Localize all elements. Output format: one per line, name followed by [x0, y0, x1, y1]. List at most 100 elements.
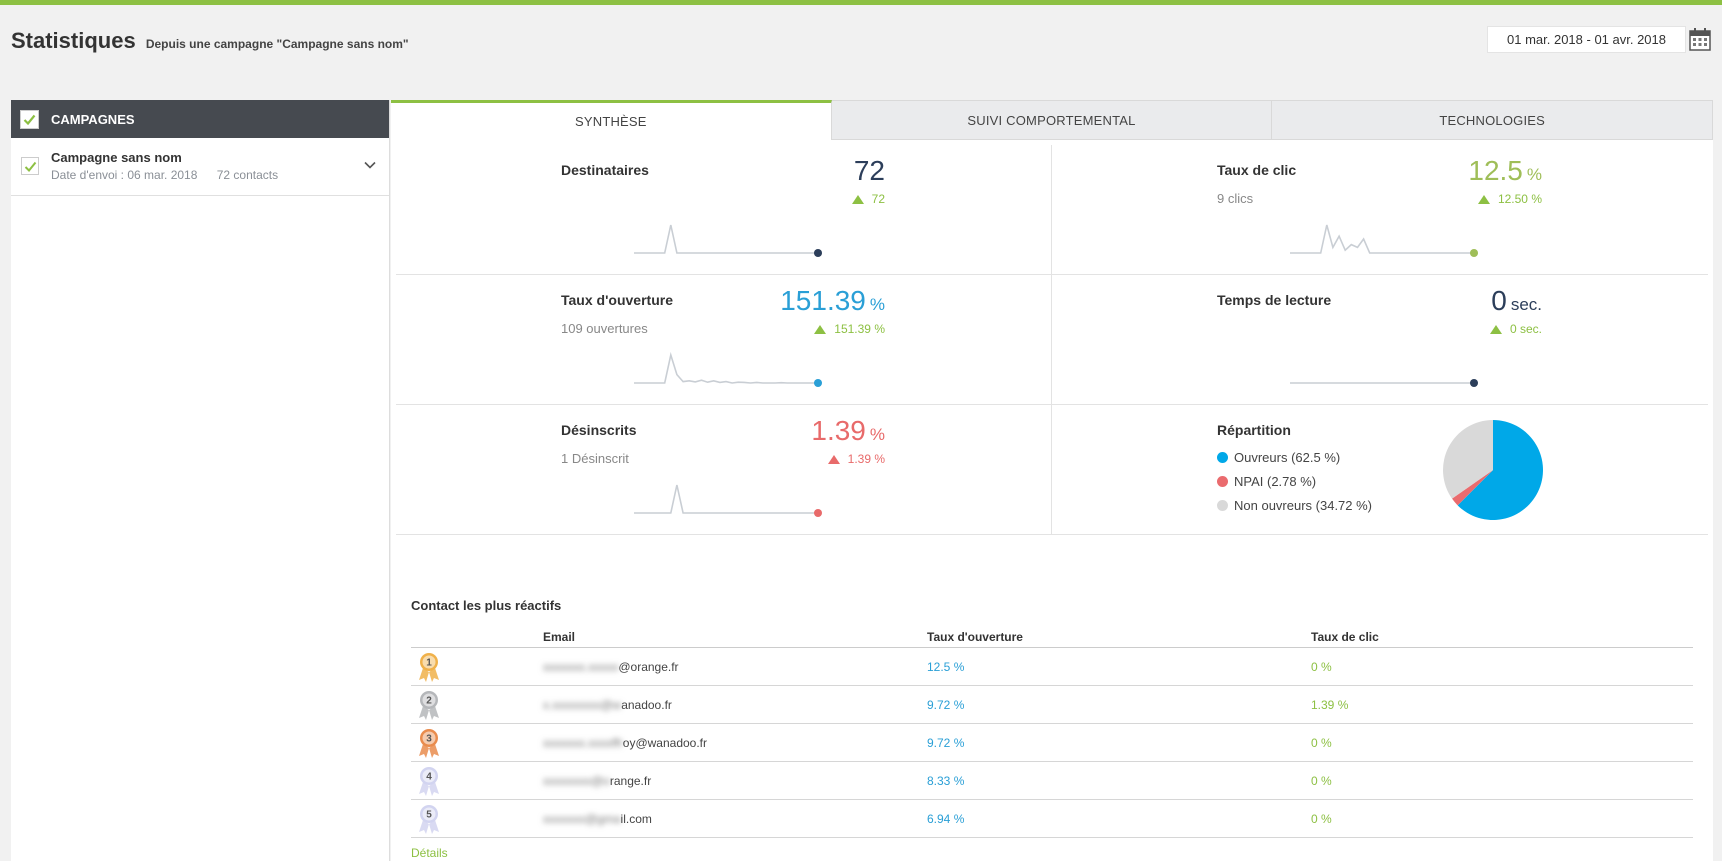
tab-synthese[interactable]: SYNTHÈSE — [391, 100, 832, 140]
table-header: Email Taux d'ouverture Taux de clic — [411, 626, 1693, 648]
rank-medal-icon: 1 — [419, 653, 439, 682]
metric-unit: % — [869, 295, 885, 314]
table-row: 2 x.xxxxxxxx@wanadoo.fr 9.72 % 1.39 % — [411, 686, 1693, 724]
metric-delta: 72 — [851, 192, 885, 206]
medal-rank: 2 — [426, 696, 432, 707]
metric-unit: % — [869, 425, 885, 444]
contact-email: xxxxxxx@gmail.com — [543, 812, 652, 826]
sparkline-line — [634, 484, 818, 514]
sparkline-end-dot — [814, 509, 822, 517]
campaign-meta: Date d'envoi : 06 mar. 2018 72 contacts — [51, 168, 278, 182]
sidebar-item-campaign[interactable]: Campagne sans nom Date d'envoi : 06 mar.… — [11, 138, 389, 196]
tab-suivi-comportemental[interactable]: SUIVI COMPORTEMENTAL — [831, 100, 1273, 140]
medal-rank: 1 — [426, 658, 432, 669]
medal-rank: 5 — [426, 810, 432, 821]
main-panel: SYNTHÈSE SUIVI COMPORTEMENTAL TECHNOLOGI… — [391, 100, 1714, 861]
triangle-up-icon — [1477, 195, 1490, 204]
table-row: 1 xxxxxxx.xxxxx@orange.fr 12.5 % 0 % — [411, 648, 1693, 686]
metric-unit: sec. — [1510, 295, 1542, 314]
metric-label: Taux de clic — [1217, 162, 1297, 178]
sparkline-destinataires — [634, 224, 822, 257]
date-range-input[interactable]: 01 mar. 2018 - 01 avr. 2018 — [1487, 26, 1686, 53]
top-contacts-table: Email Taux d'ouverture Taux de clic 1 xxx… — [411, 626, 1693, 838]
rank-medal-icon: 4 — [419, 767, 439, 796]
metric-sub: 9 clics — [1217, 191, 1254, 206]
table-row: 5 xxxxxxx@gmail.com 6.94 % 0 % — [411, 800, 1693, 838]
medal-rank: 4 — [426, 772, 432, 783]
details-link[interactable]: Détails — [411, 846, 448, 860]
column-header-click-rate: Taux de clic — [1311, 630, 1379, 644]
sidebar-header-label: CAMPAGNES — [51, 111, 135, 127]
contact-email: xxxxxxxx@orange.fr — [543, 774, 651, 788]
contact-email: xxxxxxx.xxxxx@orange.fr — [543, 660, 679, 674]
legend-dot — [1217, 451, 1228, 463]
metric-delta-value: 1.39 % — [847, 452, 885, 466]
email-visible: @orange.fr — [618, 660, 679, 674]
medal-rank: 3 — [426, 734, 432, 745]
sparkline-line — [634, 224, 818, 254]
metric-delta-value: 0 sec. — [1509, 322, 1542, 336]
pie-slice — [1443, 420, 1493, 499]
sparkline-temps-lecture — [1290, 379, 1478, 387]
table-row: 4 xxxxxxxx@orange.fr 8.33 % 0 % — [411, 762, 1693, 800]
contact-click-rate: 0 % — [1311, 774, 1332, 788]
campaign-sent-date: Date d'envoi : 06 mar. 2018 — [51, 168, 198, 182]
metric-delta-value: 151.39 % — [834, 322, 885, 336]
metric-delta-value: 12.50 % — [1497, 192, 1542, 206]
legend-label: NPAI (2.78 %) — [1234, 473, 1317, 489]
metric-card-repartition: Répartition Ouvreurs (62.5 %) NPAI (2.78… — [1052, 405, 1708, 535]
metric-value: 12.5% — [1468, 155, 1542, 187]
contact-click-rate: 0 % — [1311, 660, 1332, 674]
repartition-legend: Ouvreurs (62.5 %) NPAI (2.78 %) Non ouvr… — [1217, 445, 1372, 517]
top-accent-bar — [0, 0, 1722, 5]
chevron-down-icon[interactable] — [363, 158, 377, 172]
email-visible: il.com — [620, 812, 652, 826]
legend-item-non-ouvreurs: Non ouvreurs (34.72 %) — [1217, 493, 1372, 517]
tab-bar: SYNTHÈSE SUIVI COMPORTEMENTAL TECHNOLOGI… — [391, 100, 1714, 140]
metric-label: Taux d'ouverture — [561, 292, 673, 308]
table-row: 3 xxxxxxx.xxxxffroy@wanadoo.fr 9.72 % 0 % — [411, 724, 1693, 762]
contact-email: x.xxxxxxxx@wanadoo.fr — [543, 698, 672, 712]
calendar-icon[interactable] — [1688, 26, 1712, 53]
metric-value-number: 151.39 — [780, 285, 866, 316]
legend-label: Ouvreurs (62.5 %) — [1234, 449, 1341, 465]
repartition-pie-chart — [1443, 420, 1543, 520]
tab-technologies[interactable]: TECHNOLOGIES — [1272, 100, 1714, 140]
campaign-contacts: 72 contacts — [216, 168, 279, 182]
metric-value: 0 sec. — [1491, 285, 1542, 317]
select-all-checkbox[interactable] — [20, 109, 39, 129]
contact-click-rate: 0 % — [1311, 736, 1332, 750]
contact-click-rate: 1.39 % — [1311, 698, 1349, 712]
triangle-up-icon — [1489, 325, 1502, 334]
triangle-up-icon — [814, 325, 827, 334]
sparkline-desinscrits — [634, 484, 822, 517]
metric-label: Destinataires — [561, 162, 649, 178]
rank-medal-icon: 2 — [419, 691, 439, 720]
page-subtitle: Depuis une campagne "Campagne sans nom" — [145, 37, 409, 51]
legend-item-ouvreurs: Ouvreurs (62.5 %) — [1217, 445, 1372, 469]
sparkline-line — [1290, 224, 1474, 254]
contact-open-rate: 12.5 % — [927, 660, 965, 674]
pie-slice — [1452, 470, 1493, 506]
campaign-name: Campagne sans nom — [51, 150, 182, 165]
email-masked: xxxxxxx.xxxxx — [543, 660, 619, 674]
rank-medal-icon: 5 — [419, 805, 439, 834]
metric-card-destinataires: Destinataires 72 72 — [396, 145, 1052, 275]
sparkline-end-dot — [1470, 379, 1478, 387]
top-contacts-title: Contact les plus réactifs — [411, 598, 562, 613]
metric-delta: 1.39 % — [827, 452, 885, 466]
metric-delta-value: 72 — [871, 192, 885, 206]
metric-unit: % — [1526, 165, 1542, 184]
metric-card-taux-ouverture: Taux d'ouverture 109 ouvertures 151.39% … — [396, 275, 1052, 405]
email-visible: oy@wanadoo.fr — [622, 736, 708, 750]
page-title: Statistiques Depuis une campagne "Campag… — [11, 28, 409, 54]
sparkline-taux-ouverture — [634, 351, 822, 387]
page-title-text: Statistiques — [11, 28, 136, 53]
pie-slice — [1457, 420, 1543, 520]
triangle-up-icon — [851, 195, 864, 204]
metric-value-number: 72 — [853, 155, 885, 186]
legend-item-npai: NPAI (2.78 %) — [1217, 469, 1372, 493]
campaign-checkbox[interactable] — [21, 157, 39, 175]
legend-label: Non ouvreurs (34.72 %) — [1234, 497, 1373, 513]
rank-medal-icon: 3 — [419, 729, 439, 758]
